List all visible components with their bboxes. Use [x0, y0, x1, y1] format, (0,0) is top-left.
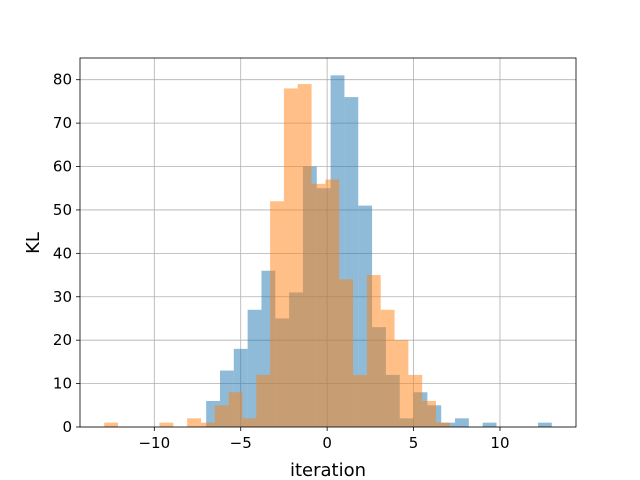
histogram-bar	[353, 374, 367, 427]
x-tick-label: 0	[322, 434, 332, 452]
histogram-bar	[104, 422, 119, 427]
y-tick-label: 60	[53, 158, 72, 176]
histogram-bar	[228, 392, 243, 427]
x-tick-label: 10	[490, 434, 509, 452]
x-tick-label: −10	[138, 434, 170, 452]
histogram-bar	[394, 340, 409, 427]
histogram-bar	[283, 88, 298, 427]
y-tick-label: 40	[53, 244, 72, 262]
histogram-bar	[436, 422, 450, 427]
plot-frame	[79, 57, 577, 428]
x-axis-ticks: −10 −5 0 5 10	[138, 427, 510, 452]
histogram-bar	[187, 418, 201, 427]
histogram-bar	[339, 279, 354, 427]
y-tick-label: 70	[53, 114, 72, 132]
histogram-bar	[200, 422, 215, 427]
y-tick-label: 80	[53, 71, 72, 89]
histogram-bar	[455, 418, 469, 427]
histogram-bar	[380, 309, 395, 427]
histogram-bar	[256, 374, 271, 427]
histogram-bar	[537, 422, 552, 427]
y-axis-label: KL	[23, 232, 44, 254]
y-axis-ticks: 0 10 20 30 40 50 60 70 80	[53, 71, 80, 436]
histogram-bar	[408, 374, 423, 427]
histogram-bar	[311, 183, 326, 427]
series-2-bars	[104, 84, 450, 427]
histogram-bar	[214, 405, 229, 427]
x-axis-label: iteration	[290, 460, 366, 480]
histogram-bar	[482, 422, 497, 427]
histogram-bar	[270, 201, 284, 427]
histogram-bar	[422, 400, 437, 427]
histogram-bar	[366, 275, 381, 427]
y-tick-label: 0	[62, 418, 72, 436]
x-tick-label: 5	[409, 434, 419, 452]
y-tick-label: 20	[53, 331, 72, 349]
y-tick-label: 10	[53, 375, 72, 393]
histogram-bar	[325, 179, 340, 427]
y-tick-label: 50	[53, 201, 72, 219]
histogram-bar	[242, 418, 257, 427]
histogram-bar	[297, 84, 312, 427]
histogram-bar	[159, 422, 174, 427]
x-tick-label: −5	[230, 434, 252, 452]
y-tick-label: 30	[53, 288, 72, 306]
